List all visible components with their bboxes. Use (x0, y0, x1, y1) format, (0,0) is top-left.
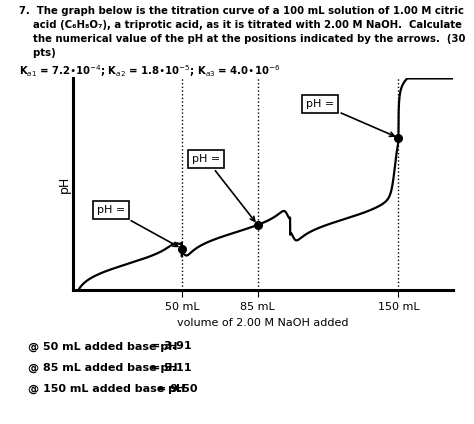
Text: = 5.11: = 5.11 (152, 363, 192, 373)
Text: @ 50 mL added base pH: @ 50 mL added base pH (28, 341, 182, 351)
Text: acid (C₆H₈O₇), a triprotic acid, as it is titrated with 2.00 M NaOH.  Calculate: acid (C₆H₈O₇), a triprotic acid, as it i… (19, 20, 462, 31)
Text: pts): pts) (19, 48, 56, 59)
Text: @ 150 mL added base pH: @ 150 mL added base pH (28, 384, 190, 394)
Text: K$_{a1}$ = 7.2$\bullet$10$^{-4}$; K$_{a2}$ = 1.8$\bullet$10$^{-5}$; K$_{a3}$ = 4: K$_{a1}$ = 7.2$\bullet$10$^{-4}$; K$_{a2… (19, 64, 280, 79)
Text: @ 85 mL added base pH: @ 85 mL added base pH (28, 363, 182, 373)
Text: pH =: pH = (192, 154, 255, 221)
Text: pH =: pH = (97, 205, 178, 246)
Text: = 3.91: = 3.91 (152, 341, 192, 351)
Text: the numerical value of the pH at the positions indicated by the arrows.  (30: the numerical value of the pH at the pos… (19, 34, 465, 45)
Text: 7.  The graph below is the titration curve of a 100 mL solution of 1.00 M citric: 7. The graph below is the titration curv… (19, 6, 464, 17)
Y-axis label: pH: pH (58, 176, 71, 193)
Text: = 9.50: = 9.50 (157, 384, 198, 394)
Text: pH =: pH = (306, 99, 394, 136)
X-axis label: volume of 2.00 M NaOH added: volume of 2.00 M NaOH added (177, 318, 349, 328)
